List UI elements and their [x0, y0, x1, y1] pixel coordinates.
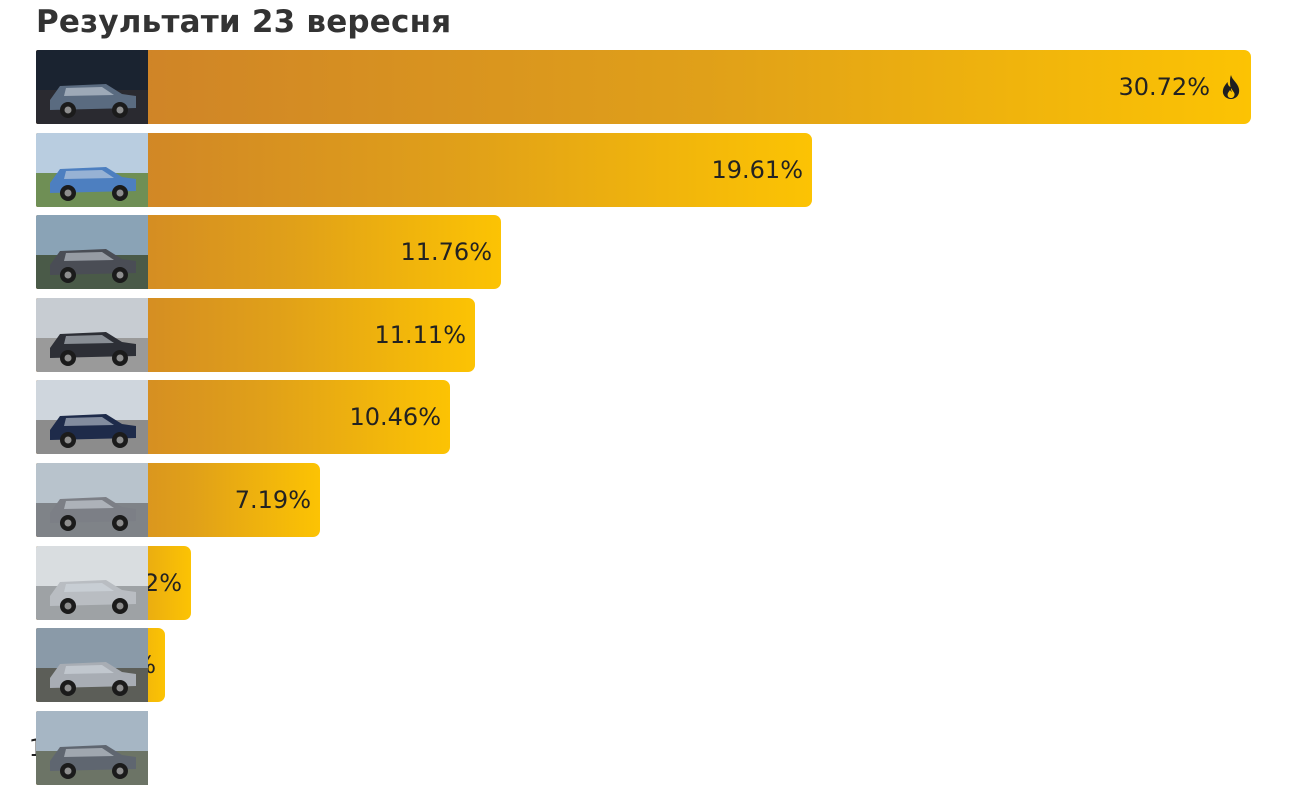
bar-value-label: 30.72%: [1118, 73, 1210, 101]
bar-6: 7.19%: [36, 463, 320, 537]
car-photo-blue-sedan-icon: [36, 133, 148, 207]
page-title: Результати 23 вересня: [36, 4, 452, 40]
bar-value-label: 7.19%: [234, 486, 311, 514]
bar-2: 19.61%: [36, 133, 812, 207]
car-photo-grey-suv-icon: [36, 711, 148, 785]
car-photo-silver-sedan-icon: [36, 546, 148, 620]
bar-1: 30.72%: [36, 50, 1251, 124]
car-photo-dark-coupe-icon: [36, 298, 148, 372]
bar-chart: 30.72% 19.61% 11.76% 11.11% 10.46% 7.19% 3.92%…: [29, 50, 1260, 790]
bar-9: 1.96%: [29, 711, 148, 785]
fire-icon: [1222, 75, 1240, 99]
car-photo-grey-hatchback-icon: [36, 215, 148, 289]
bar-value-label: 11.11%: [374, 321, 466, 349]
car-photo-navy-suv-icon: [36, 380, 148, 454]
car-photo-silver-suv-icon: [36, 463, 148, 537]
bar-value-label: 11.76%: [400, 238, 492, 266]
bar-4: 11.11%: [36, 298, 475, 372]
bar-7: 3.92%: [36, 546, 191, 620]
bar-8: 3.27%: [36, 628, 165, 702]
bar-value-label: 19.61%: [711, 156, 803, 184]
bar-3: 11.76%: [36, 215, 501, 289]
car-photo-night-van-icon: [36, 50, 148, 124]
bar-value-label: 10.46%: [349, 403, 441, 431]
car-photo-silver-wagon-icon: [36, 628, 148, 702]
bar-5: 10.46%: [36, 380, 450, 454]
